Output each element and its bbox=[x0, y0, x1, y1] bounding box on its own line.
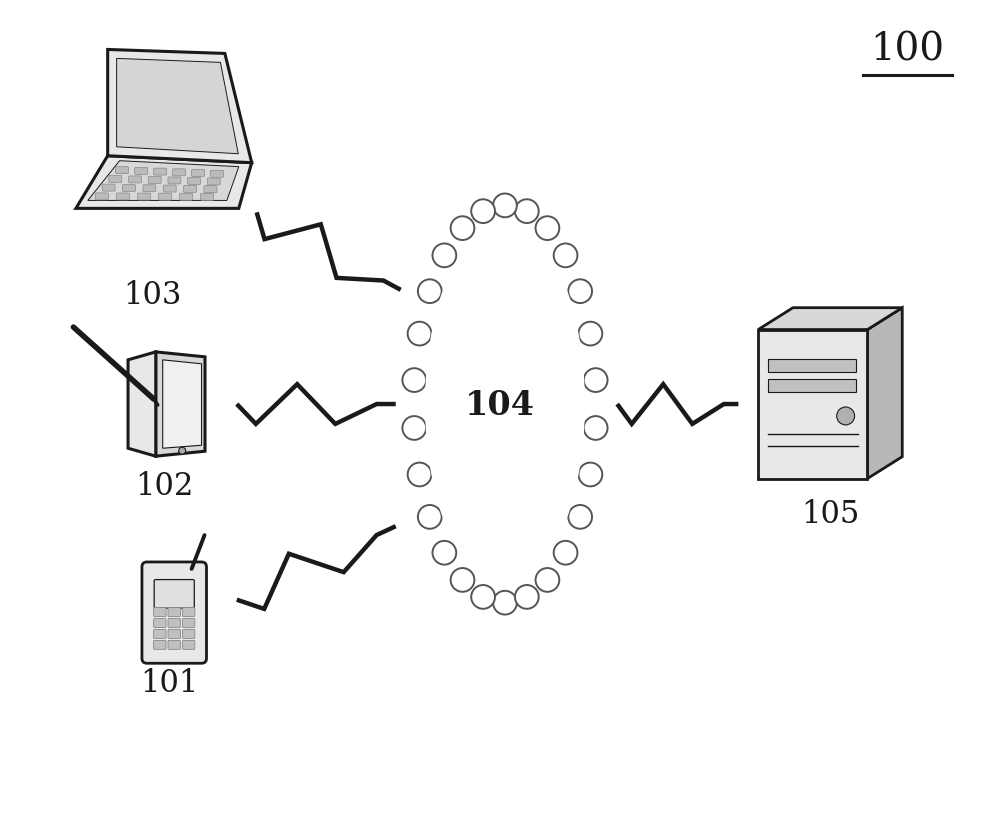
Circle shape bbox=[402, 417, 426, 441]
FancyBboxPatch shape bbox=[154, 608, 166, 617]
Circle shape bbox=[554, 244, 577, 268]
Circle shape bbox=[554, 541, 577, 565]
Circle shape bbox=[536, 568, 559, 592]
FancyBboxPatch shape bbox=[184, 186, 197, 193]
Polygon shape bbox=[88, 161, 239, 201]
FancyBboxPatch shape bbox=[95, 193, 108, 201]
Circle shape bbox=[408, 323, 431, 346]
Polygon shape bbox=[867, 308, 902, 479]
FancyBboxPatch shape bbox=[123, 185, 135, 192]
FancyBboxPatch shape bbox=[109, 176, 122, 183]
FancyBboxPatch shape bbox=[148, 177, 161, 184]
FancyBboxPatch shape bbox=[182, 619, 195, 627]
FancyBboxPatch shape bbox=[201, 194, 214, 201]
Circle shape bbox=[402, 369, 426, 392]
Circle shape bbox=[471, 586, 495, 609]
FancyBboxPatch shape bbox=[173, 170, 186, 177]
FancyBboxPatch shape bbox=[211, 171, 224, 178]
FancyBboxPatch shape bbox=[154, 630, 166, 639]
Polygon shape bbox=[758, 308, 902, 330]
FancyBboxPatch shape bbox=[116, 168, 128, 174]
FancyBboxPatch shape bbox=[168, 640, 180, 649]
Circle shape bbox=[584, 369, 608, 392]
Bar bbox=[768, 380, 856, 392]
FancyBboxPatch shape bbox=[182, 640, 195, 649]
Text: 101: 101 bbox=[140, 667, 198, 698]
Text: 102: 102 bbox=[135, 470, 193, 501]
Text: 105: 105 bbox=[802, 498, 860, 529]
Polygon shape bbox=[117, 59, 238, 155]
Circle shape bbox=[451, 217, 474, 241]
FancyBboxPatch shape bbox=[154, 619, 166, 627]
FancyBboxPatch shape bbox=[192, 170, 205, 177]
FancyBboxPatch shape bbox=[207, 179, 220, 186]
FancyBboxPatch shape bbox=[204, 187, 217, 193]
Circle shape bbox=[568, 280, 592, 304]
Polygon shape bbox=[108, 51, 252, 164]
Circle shape bbox=[432, 244, 456, 268]
FancyBboxPatch shape bbox=[182, 608, 195, 617]
FancyBboxPatch shape bbox=[129, 177, 141, 183]
Circle shape bbox=[515, 200, 539, 224]
FancyBboxPatch shape bbox=[180, 194, 193, 201]
FancyBboxPatch shape bbox=[154, 580, 194, 609]
Circle shape bbox=[515, 586, 539, 609]
Circle shape bbox=[179, 448, 186, 455]
Ellipse shape bbox=[420, 216, 589, 593]
FancyBboxPatch shape bbox=[168, 608, 180, 617]
FancyBboxPatch shape bbox=[154, 640, 166, 649]
Circle shape bbox=[418, 505, 442, 529]
FancyBboxPatch shape bbox=[143, 186, 156, 192]
Polygon shape bbox=[128, 352, 156, 457]
Circle shape bbox=[408, 463, 431, 486]
Circle shape bbox=[493, 591, 517, 615]
FancyBboxPatch shape bbox=[154, 169, 167, 176]
Polygon shape bbox=[156, 352, 205, 457]
Circle shape bbox=[837, 408, 855, 425]
Circle shape bbox=[451, 568, 474, 592]
FancyBboxPatch shape bbox=[142, 563, 207, 663]
Bar bbox=[768, 360, 856, 373]
FancyBboxPatch shape bbox=[188, 179, 201, 185]
Circle shape bbox=[418, 280, 442, 304]
Circle shape bbox=[584, 417, 608, 441]
FancyBboxPatch shape bbox=[159, 194, 171, 201]
FancyBboxPatch shape bbox=[168, 178, 181, 184]
FancyBboxPatch shape bbox=[163, 186, 176, 192]
FancyBboxPatch shape bbox=[168, 619, 180, 627]
Circle shape bbox=[432, 541, 456, 565]
Circle shape bbox=[536, 217, 559, 241]
Polygon shape bbox=[76, 156, 252, 209]
Text: 100: 100 bbox=[870, 32, 944, 69]
Polygon shape bbox=[163, 360, 202, 449]
Bar bbox=[758, 330, 867, 479]
Ellipse shape bbox=[425, 224, 585, 585]
Circle shape bbox=[579, 323, 602, 346]
Circle shape bbox=[471, 200, 495, 224]
Circle shape bbox=[568, 505, 592, 529]
Text: 103: 103 bbox=[123, 280, 182, 311]
Circle shape bbox=[579, 463, 602, 486]
Text: 104: 104 bbox=[465, 388, 535, 421]
FancyBboxPatch shape bbox=[116, 194, 129, 201]
Circle shape bbox=[493, 194, 517, 218]
FancyBboxPatch shape bbox=[168, 630, 180, 639]
FancyBboxPatch shape bbox=[102, 185, 115, 192]
FancyBboxPatch shape bbox=[138, 194, 150, 201]
FancyBboxPatch shape bbox=[182, 630, 195, 639]
FancyBboxPatch shape bbox=[135, 168, 148, 175]
